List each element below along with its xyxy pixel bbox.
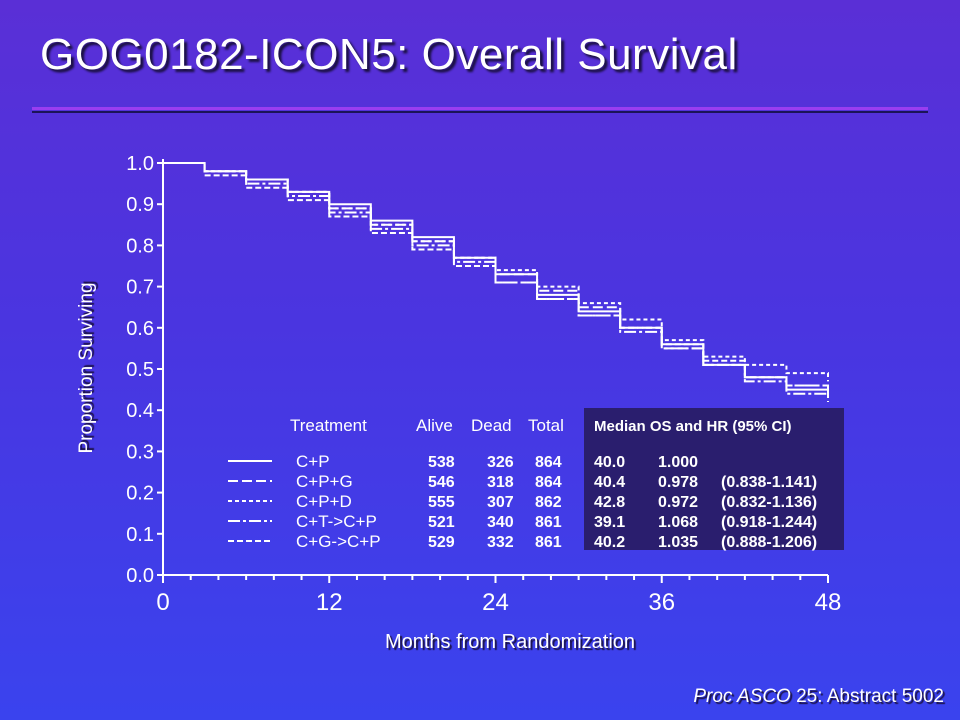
y-tick-label: 0.5 — [126, 359, 154, 381]
y-tick-label: 0.1 — [126, 524, 154, 546]
citation-journal: Proc ASCO — [693, 686, 791, 707]
chart-lines — [163, 162, 829, 402]
hr-median: 40.4 — [594, 474, 625, 491]
hr-median: 40.0 — [594, 454, 625, 471]
legend-header-alive: Alive — [416, 416, 453, 435]
hr-median: 39.1 — [594, 514, 625, 531]
hr-value: 0.972 — [658, 494, 698, 511]
title-underline — [32, 107, 928, 110]
x-tick-label: 12 — [316, 589, 343, 616]
legend-dead: 307 — [487, 494, 514, 511]
hr-median: 40.2 — [594, 534, 625, 551]
legend-total: 862 — [535, 494, 562, 511]
y-tick-label: 0.6 — [126, 318, 154, 340]
y-tick-label: 0.0 — [126, 565, 154, 587]
hr-table-box — [584, 408, 844, 550]
y-tick-label: 0.4 — [126, 400, 154, 422]
y-tick-label: 0.3 — [126, 441, 154, 463]
legend-total: 861 — [535, 534, 562, 551]
legend-treatment: C+G->C+P — [296, 532, 381, 551]
x-tick-label: 0 — [156, 589, 169, 616]
hr-ci: (0.832-1.136) — [721, 494, 817, 511]
legend-total: 861 — [535, 514, 562, 531]
x-tick-label: 36 — [648, 589, 675, 616]
legend-header-treatment: Treatment — [290, 416, 367, 435]
hr-value: 1.068 — [658, 514, 698, 531]
legend-dead: 340 — [487, 514, 514, 531]
legend-dead: 332 — [487, 534, 514, 551]
legend-dead: 318 — [487, 474, 514, 491]
legend-treatment: C+P+D — [296, 492, 352, 511]
chart-axes: 0.0 0.1 0.2 0.3 0.4 0.5 0.6 0.7 0.8 0.9 1.0 0 12 24 36… — [126, 153, 841, 616]
legend-alive: 546 — [428, 474, 455, 491]
hr-table: Median OS and HR (95% CI) 40.0 1.000 40.4 0.… — [584, 408, 844, 551]
y-tick-label: 0.8 — [126, 235, 154, 257]
citation: Proc ASCO 25: Abstract 5002 — [693, 686, 944, 708]
hr-table-header: Median OS and HR (95% CI) — [594, 418, 792, 435]
legend-dead: 326 — [487, 454, 514, 471]
y-tick-label: 0.7 — [126, 277, 154, 299]
y-tick-label: 1.0 — [126, 153, 154, 175]
legend-alive: 555 — [428, 494, 455, 511]
hr-value: 1.000 — [658, 454, 698, 471]
hr-ci: (0.888-1.206) — [721, 534, 817, 551]
x-tick-label: 48 — [815, 589, 842, 616]
legend-header-dead: Dead — [471, 416, 512, 435]
hr-median: 42.8 — [594, 494, 625, 511]
survival-curve — [163, 162, 829, 394]
legend-alive: 521 — [428, 514, 455, 531]
y-axis-label: Proportion Surviving — [76, 282, 97, 454]
legend-treatment: C+T->C+P — [296, 512, 377, 531]
legend-header-total: Total — [528, 416, 564, 435]
hr-ci: (0.838-1.141) — [721, 474, 817, 491]
legend-treatment: C+P — [296, 452, 330, 471]
legend-total: 864 — [535, 474, 562, 491]
citation-rest: 25: Abstract 5002 — [790, 686, 944, 707]
legend-alive: 529 — [428, 534, 455, 551]
title-underline-shadow — [32, 111, 928, 113]
legend-total: 864 — [535, 454, 562, 471]
legend-treatment: C+P+G — [296, 472, 353, 491]
legend-alive: 538 — [428, 454, 455, 471]
hr-ci: (0.918-1.244) — [721, 514, 817, 531]
hr-value: 1.035 — [658, 534, 698, 551]
x-tick-label: 24 — [482, 589, 509, 616]
page-title: GOG0182-ICON5: Overall Survival — [40, 30, 738, 79]
y-tick-label: 0.2 — [126, 483, 154, 505]
y-tick-label: 0.9 — [126, 194, 154, 216]
x-axis-label: Months from Randomization — [384, 631, 636, 653]
hr-value: 0.978 — [658, 474, 698, 491]
chart-legend: Treatment Alive Dead Total C+P 538 326 864 C+P+G… — [228, 416, 564, 551]
